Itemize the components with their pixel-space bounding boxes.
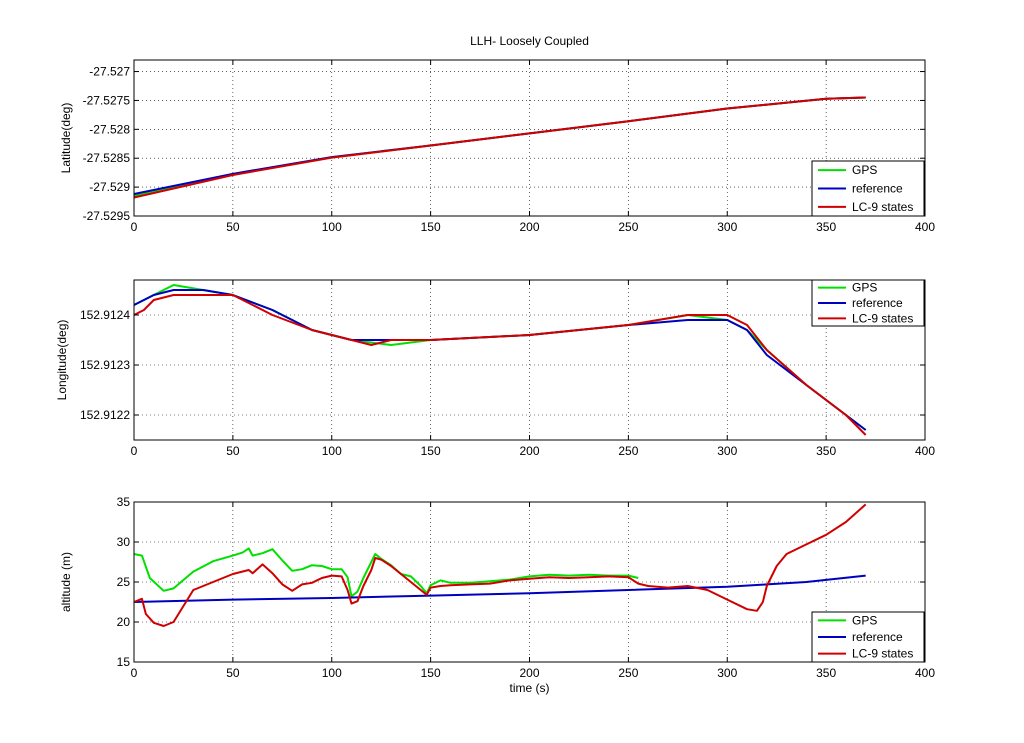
x-tick-label: 350: [816, 666, 836, 680]
x-tick-label: 400: [915, 220, 935, 234]
y-tick-label: 35: [117, 495, 131, 509]
plot-area: [134, 60, 925, 216]
y-tick-label: 15: [117, 655, 131, 669]
x-tick-label: 0: [131, 220, 138, 234]
x-tick-label: 250: [618, 444, 638, 458]
series-line-reference: [133, 574, 866, 603]
x-tick-label: 150: [421, 666, 441, 680]
y-axis-label: altitude (m): [59, 552, 73, 612]
x-tick-label: 50: [226, 666, 240, 680]
x-tick-label: 300: [717, 444, 737, 458]
x-tick-label: 250: [618, 666, 638, 680]
legend-label: reference: [852, 630, 903, 644]
y-tick-label: -27.529: [89, 180, 130, 194]
legend-label: LC-9 states: [852, 311, 913, 325]
x-tick-label: 250: [618, 220, 638, 234]
legend-label: reference: [852, 182, 903, 196]
series-line-lc-9-states: [133, 96, 866, 199]
x-axis-label: time (s): [510, 681, 550, 695]
legend-label: LC-9 states: [852, 647, 913, 661]
y-axis-label: Latitude(deg): [59, 103, 73, 174]
x-tick-label: 0: [131, 444, 138, 458]
x-tick-label: 50: [226, 444, 240, 458]
x-tick-label: 350: [816, 444, 836, 458]
x-tick-label: 350: [816, 220, 836, 234]
legend: GPS reference LC-9 states: [811, 160, 925, 217]
y-tick-label: 152.9123: [80, 358, 130, 372]
y-tick-label: -27.528: [89, 122, 130, 136]
x-tick-label: 100: [322, 220, 342, 234]
y-tick-label: 152.9124: [80, 308, 130, 322]
y-tick-label: 30: [117, 535, 131, 549]
legend: GPS reference LC-9 states: [811, 611, 925, 663]
x-tick-label: 300: [717, 666, 737, 680]
x-tick-label: 400: [915, 444, 935, 458]
legend-label: GPS: [852, 163, 877, 177]
x-tick-label: 200: [519, 444, 539, 458]
y-tick-label: 152.9122: [80, 408, 130, 422]
chart-panel-1: 0 50 100 150 200 250 300 350 400 -27.5295 -27.529 -…: [59, 34, 935, 234]
legend-label: GPS: [852, 613, 877, 627]
y-tick-label: -27.5285: [83, 151, 131, 165]
y-tick-label: 20: [117, 615, 131, 629]
x-tick-label: 400: [915, 666, 935, 680]
legend-label: reference: [852, 296, 903, 310]
legend-label: GPS: [852, 281, 877, 295]
y-tick-label: -27.527: [89, 65, 130, 79]
y-axis-label: Longitude(deg): [55, 320, 69, 401]
series-line-lc-9-states: [133, 503, 867, 627]
x-tick-label: 100: [322, 444, 342, 458]
y-tick-label: -27.5295: [83, 209, 131, 223]
y-tick-label: -27.5275: [83, 93, 131, 107]
series-line-gps: [133, 547, 639, 598]
y-tick-label: 25: [117, 575, 131, 589]
chart-panel-3: 0 50 100 150 200 250 300 350 400 15 20 25 30 35 altitu…: [59, 495, 935, 695]
x-tick-label: 300: [717, 220, 737, 234]
series-line-lc-9-states: [133, 294, 867, 436]
x-tick-label: 200: [519, 666, 539, 680]
chart-title: LLH- Loosely Coupled: [470, 34, 589, 48]
x-tick-label: 50: [226, 220, 240, 234]
x-tick-label: 150: [421, 444, 441, 458]
x-tick-label: 150: [421, 220, 441, 234]
x-tick-label: 100: [322, 666, 342, 680]
x-tick-label: 0: [131, 666, 138, 680]
legend-label: LC-9 states: [852, 200, 913, 214]
chart-panel-2: 0 50 100 150 200 250 300 350 400 152.9122 152.9123…: [55, 279, 935, 458]
x-tick-label: 200: [519, 220, 539, 234]
